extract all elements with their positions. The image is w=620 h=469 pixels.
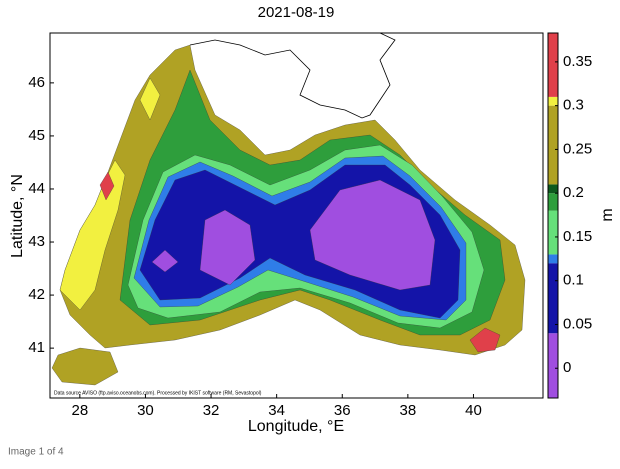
y-tick-label: 43 — [28, 233, 45, 250]
colorbar-tick-label: 0 — [563, 359, 571, 376]
colorbar-segment — [548, 184, 558, 194]
colorbar-tick-label: 0.2 — [563, 184, 584, 201]
contour-region — [151, 249, 179, 273]
plot-frame — [49, 32, 544, 399]
colorbar-segment — [548, 254, 558, 264]
colorbar-tick-label: 0.05 — [563, 315, 592, 332]
colorbar-tick-label: 0.15 — [563, 228, 592, 245]
colorbar-segment — [548, 210, 558, 255]
contour-region — [199, 209, 256, 286]
colorbar-segment — [548, 193, 558, 211]
source-note: Data source AVISO (ftp.aviso.oceanobs.co… — [54, 390, 262, 396]
contour-region — [99, 171, 115, 201]
colorbar-tick-label: 0.25 — [563, 140, 592, 157]
colorbar-frame — [547, 32, 559, 399]
colorbar-segment — [548, 333, 558, 398]
y-tick-label: 44 — [28, 180, 45, 197]
x-tick-label: 34 — [268, 402, 285, 419]
x-tick-label: 32 — [203, 402, 220, 419]
contour-region — [469, 327, 501, 353]
x-tick-label: 28 — [72, 402, 89, 419]
contour-region — [309, 179, 436, 291]
colorbar-segment — [548, 96, 558, 106]
contour-region — [51, 347, 119, 386]
x-tick-label: 30 — [137, 402, 154, 419]
colorbar-segment — [548, 263, 558, 334]
colorbar-segment — [548, 33, 558, 97]
y-tick-label: 45 — [28, 127, 45, 144]
colorbar-tick-label: 0.1 — [563, 272, 584, 289]
colorbar-tick-label: 0.35 — [563, 53, 592, 70]
x-tick-label: 38 — [400, 402, 417, 419]
sea-field — [51, 44, 526, 386]
y-tick-label: 42 — [28, 286, 45, 303]
x-tick-label: 36 — [334, 402, 351, 419]
x-tick-label: 40 — [465, 402, 482, 419]
chart-title: 2021-08-19 — [258, 4, 335, 21]
colorbar-segment — [548, 105, 558, 185]
contour-region — [59, 159, 126, 311]
colorbar-tick-label: 0.3 — [563, 97, 584, 114]
colorbar-label: m — [599, 208, 616, 221]
caption: Image 1 of 4 — [8, 447, 64, 458]
y-tick-label: 41 — [28, 339, 45, 356]
y-tick-label: 46 — [28, 74, 45, 91]
coastline — [189, 32, 396, 119]
y-axis-label: Latitude, °N — [9, 174, 26, 258]
x-axis-label: Longitude, °E — [248, 418, 344, 435]
contour-region — [139, 77, 161, 121]
